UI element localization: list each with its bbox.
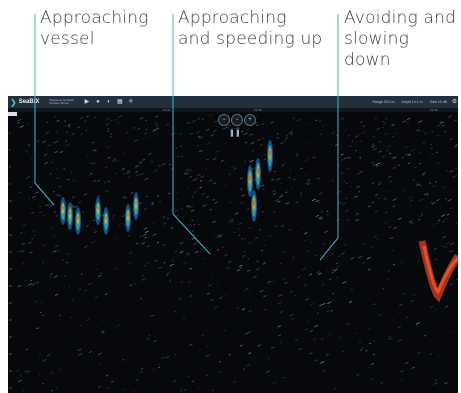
depth-label: 22	[9, 302, 12, 305]
device-mount: Surface Mount	[49, 101, 69, 105]
crosshair-icon[interactable]: ✛	[128, 98, 134, 105]
app-logo: SeaBiX	[18, 99, 40, 105]
gain-readout: Gain 12 dB	[429, 100, 447, 104]
depth-label: 6	[9, 166, 11, 169]
grid-icon[interactable]: ▦	[117, 98, 123, 105]
zoom-indicator[interactable]	[8, 112, 17, 116]
settings-gear-icon[interactable]: ⚙	[451, 98, 458, 105]
pause-icon[interactable]: ❚❚	[229, 130, 241, 137]
depth-label: 30	[9, 370, 12, 373]
zoom-out-button[interactable]: −	[218, 114, 230, 126]
time-ruler: 10:41 10:42 10:43	[8, 108, 458, 112]
depth-label: 12	[9, 217, 12, 220]
annotation-approaching-vessel: Approaching vessel	[40, 8, 149, 49]
depth-label: 10	[9, 200, 12, 203]
depth-label: 18	[9, 268, 12, 271]
app-toolbar: ❯ SeaBiX Wanderer Echolab Surface Mount …	[8, 96, 458, 108]
depth-label: 32	[9, 387, 12, 390]
ruler-label: 10:43	[430, 108, 438, 112]
reset-view-button[interactable]: −	[231, 114, 243, 126]
ruler-label: 10:41	[163, 108, 171, 112]
record-icon[interactable]: ●	[96, 98, 100, 105]
depth-label: 2	[9, 132, 11, 135]
depth-label: 14	[9, 234, 12, 237]
play-icon[interactable]: ▶	[84, 98, 90, 105]
device-name: Wanderer Echolab	[49, 97, 75, 102]
annotation-avoiding-slowing-down: Avoiding and slowing down	[344, 8, 457, 70]
depth-scale: 2 4 6 8 10 12 14 16 18 20 22 24 26 28 30 32	[8, 112, 17, 393]
depth-label: 24	[9, 319, 12, 322]
zoom-in-button[interactable]: +	[244, 114, 256, 126]
depth-readout: Depth 14.1 m	[401, 100, 423, 104]
echogram-canvas[interactable]	[8, 96, 458, 393]
annotation-approaching-speeding-up: Approaching and speeding up	[178, 8, 323, 49]
depth-label: 4	[9, 149, 11, 152]
range-readout: Range 25.0 m	[372, 100, 395, 104]
menu-chevron-icon[interactable]: ❯	[10, 97, 17, 107]
device-info: Wanderer Echolab Surface Mount	[49, 97, 79, 106]
depth-label: 26	[9, 336, 12, 339]
ruler-label: 10:42	[254, 108, 262, 112]
depth-label: 20	[9, 285, 12, 288]
depth-label: 16	[9, 251, 12, 254]
depth-label: 8	[9, 183, 11, 186]
depth-label: 28	[9, 353, 12, 356]
echogram-window: ❯ SeaBiX Wanderer Echolab Surface Mount …	[8, 96, 458, 393]
half-moon-icon[interactable]: ◐	[107, 98, 111, 105]
